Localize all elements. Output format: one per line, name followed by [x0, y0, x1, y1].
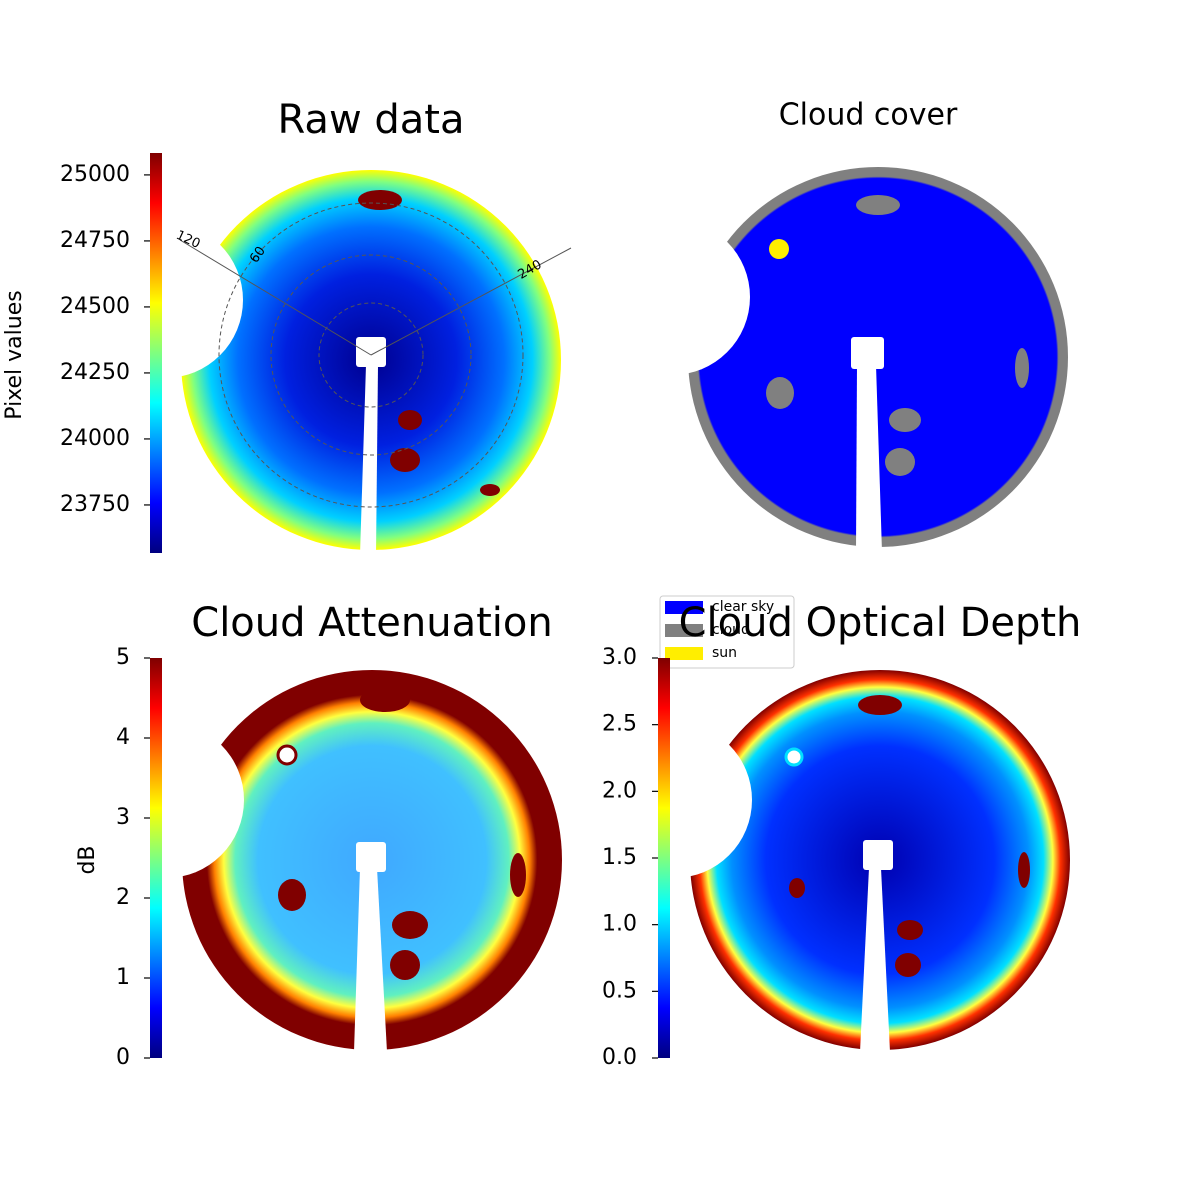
- tick-label: 2.0: [602, 778, 637, 803]
- legend-patch: [665, 647, 703, 660]
- tick-label: 0.5: [602, 978, 637, 1003]
- legend-patch: [665, 601, 703, 614]
- colorbar: [150, 153, 162, 553]
- tick-label: 24000: [60, 426, 130, 451]
- tick-label: 25000: [60, 162, 130, 187]
- colorbar-label: dB: [75, 845, 100, 874]
- tick-label: 1.5: [602, 845, 637, 870]
- tick-label: 24500: [60, 294, 130, 319]
- tick-label: 23750: [60, 492, 130, 517]
- colorbar: [150, 658, 162, 1058]
- panel-title: Cloud Attenuation: [191, 600, 552, 646]
- tick-label: 1: [116, 965, 130, 990]
- sun: [784, 747, 804, 767]
- panel-title: Raw data: [278, 97, 465, 143]
- tick-label: 24250: [60, 360, 130, 385]
- colorbar: [658, 658, 670, 1058]
- sun: [276, 744, 298, 766]
- cloud-blobs: [278, 190, 1030, 980]
- tick-label: 4: [116, 725, 130, 750]
- sky-images: [87, 167, 1070, 1052]
- legend-label: sun: [712, 645, 737, 661]
- tick-label: 1.0: [602, 912, 637, 937]
- tick-label: 2: [116, 885, 130, 910]
- panel-title: Cloud Optical Depth: [679, 600, 1082, 646]
- colorbar-label: Pixel values: [2, 290, 27, 419]
- legend-label: clear sky: [712, 599, 774, 615]
- masks: [87, 219, 893, 1052]
- tick-label: 0.0: [602, 1045, 637, 1070]
- tick-label: 5: [116, 645, 130, 670]
- legend-label: cloud: [712, 622, 750, 638]
- cloud-blobs: [766, 195, 1029, 476]
- tick-label: 0: [116, 1045, 130, 1070]
- polar-grid: [179, 202, 572, 508]
- tick-label: 24750: [60, 228, 130, 253]
- tick-label: 2.5: [602, 712, 637, 737]
- tick-label: 3: [116, 805, 130, 830]
- legend-patch: [665, 624, 703, 637]
- panel-title: Cloud cover: [779, 98, 958, 133]
- tick-label: 3.0: [602, 645, 637, 670]
- sun: [769, 239, 789, 259]
